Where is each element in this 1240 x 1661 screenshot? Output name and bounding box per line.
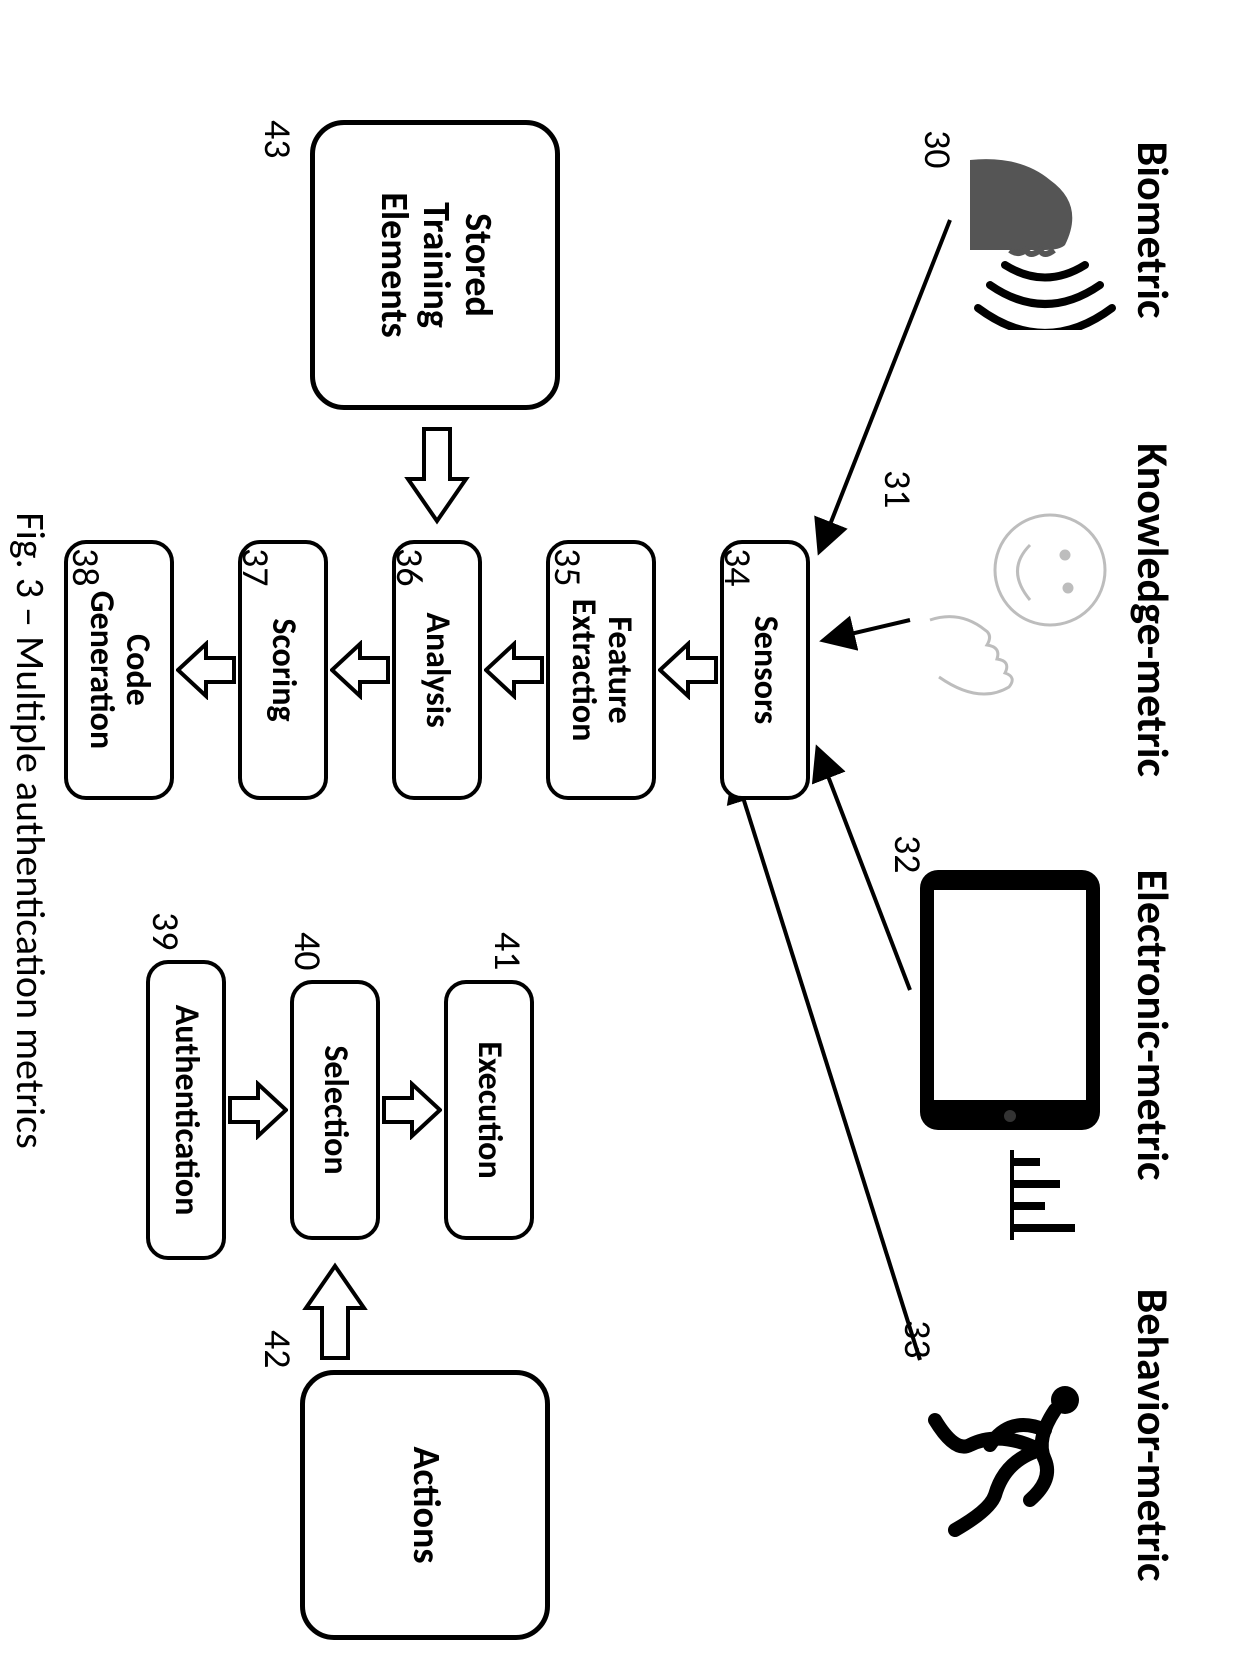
box-sensors-label: Sensors (747, 616, 783, 725)
ref-34: 34 (714, 548, 760, 587)
arrow-35-36 (484, 640, 544, 700)
ref-39: 39 (142, 912, 188, 951)
arrow-37-38 (176, 640, 236, 700)
heading-knowledge-metric: Knowledge-metric (1126, 420, 1180, 800)
box-selection-label: Selection (317, 1045, 353, 1174)
ref-40: 40 (284, 932, 330, 971)
arrow-31-to-34 (815, 600, 910, 660)
arrow-39-40 (228, 1080, 288, 1140)
arrow-30-to-34 (810, 220, 950, 560)
heading-behavior-metric: Behavior-metric (1126, 1250, 1180, 1620)
figure-caption: Fig. 3 – Multiple authentication metrics (6, 0, 55, 1661)
box-execution: Execution (444, 980, 534, 1240)
signal-bars-icon (1010, 1150, 1090, 1240)
box-feature-extraction-label: Feature Extraction (565, 599, 636, 742)
arrow-42-40 (302, 1262, 368, 1362)
ref-42: 42 (254, 1330, 300, 1369)
box-selection: Selection (290, 980, 380, 1240)
arrow-40-41 (382, 1080, 442, 1140)
ref-41: 41 (484, 932, 530, 971)
box-authentication: Authentication (146, 960, 226, 1260)
box-authentication-label: Authentication (168, 1005, 204, 1216)
box-code-generation-label: Code Generation (83, 591, 154, 749)
box-actions-label: Actions (404, 1446, 446, 1563)
heading-biometric: Biometric (1126, 90, 1180, 370)
arrow-34-35 (658, 640, 718, 700)
arrow-43-36 (404, 425, 470, 525)
heading-electronic-metric: Electronic-metric (1126, 840, 1180, 1210)
ref-36: 36 (386, 548, 432, 587)
arrow-36-37 (330, 640, 390, 700)
tablet-icon (920, 870, 1100, 1130)
ref-35: 35 (544, 548, 590, 587)
box-actions: Actions (300, 1370, 550, 1640)
box-stored-training-elements: Stored Training Elements (310, 120, 560, 410)
ref-38: 38 (62, 548, 108, 587)
box-execution-label: Execution (471, 1041, 507, 1178)
ref-37: 37 (232, 548, 278, 587)
arrow-33-to-34 (725, 760, 920, 1360)
head-voice-icon (970, 150, 1120, 330)
box-scoring-label: Scoring (265, 618, 301, 721)
box-stored-training-elements-label: Stored Training Elements (372, 192, 497, 337)
box-analysis-label: Analysis (419, 612, 455, 727)
ref-30: 30 (914, 130, 960, 169)
running-figure-icon (920, 1370, 1090, 1540)
face-hand-icon (920, 500, 1120, 720)
ref-43: 43 (254, 120, 300, 159)
